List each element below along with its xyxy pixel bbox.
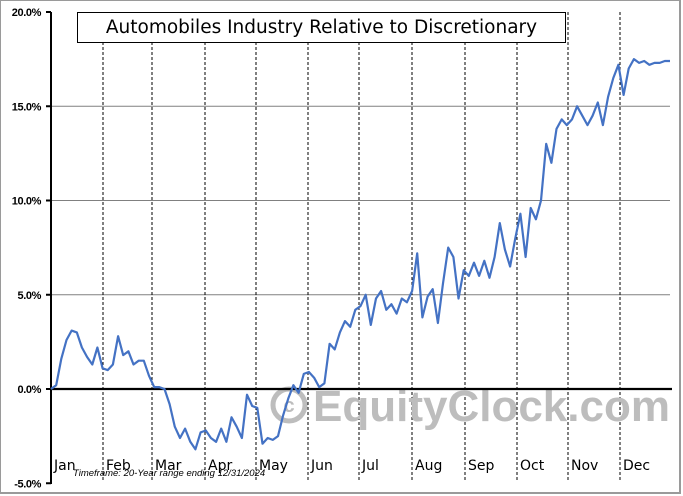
month-label-jun: Jun (310, 458, 333, 474)
month-label-nov: Nov (571, 458, 598, 474)
month-label-apr: Apr (208, 458, 232, 474)
month-label-oct: Oct (520, 458, 545, 474)
month-label-sep: Sep (468, 458, 495, 474)
month-label-jul: Jul (361, 458, 379, 474)
month-label-dec: Dec (623, 458, 650, 474)
month-label-aug: Aug (415, 458, 442, 474)
y-tick-label: 15.0% (12, 101, 42, 113)
y-tick-label: 10.0% (12, 196, 42, 208)
month-label-jan: Jan (53, 458, 76, 474)
y-tick-label: 5.0% (18, 290, 42, 302)
watermark-text: EquityClock.com (313, 382, 670, 431)
copyright-c: c (283, 395, 294, 417)
timeframe-footnote: Timeframe: 20-Year range ending 12/31/20… (73, 468, 266, 479)
month-label-mar: Mar (155, 458, 182, 474)
month-label-may: May (259, 458, 288, 474)
chart-title: Automobiles Industry Relative to Discret… (77, 12, 566, 43)
month-separators (102, 12, 621, 482)
y-tick-label: 20.0% (12, 7, 42, 19)
horizontal-gridlines (51, 105, 670, 296)
month-label-feb: Feb (106, 458, 131, 474)
y-tick-label: -5.0% (14, 478, 41, 490)
x-axis-month-labels: Jan Feb Mar Apr May Jun Jul Aug Sep Oct Nov Dec (53, 458, 650, 474)
y-tick-label: 0.0% (18, 384, 42, 396)
y-axis-ticks: 20.0% 15.0% 10.0% 5.0% 0.0% -5.0% (12, 7, 51, 490)
relative-performance-line (50, 58, 670, 451)
